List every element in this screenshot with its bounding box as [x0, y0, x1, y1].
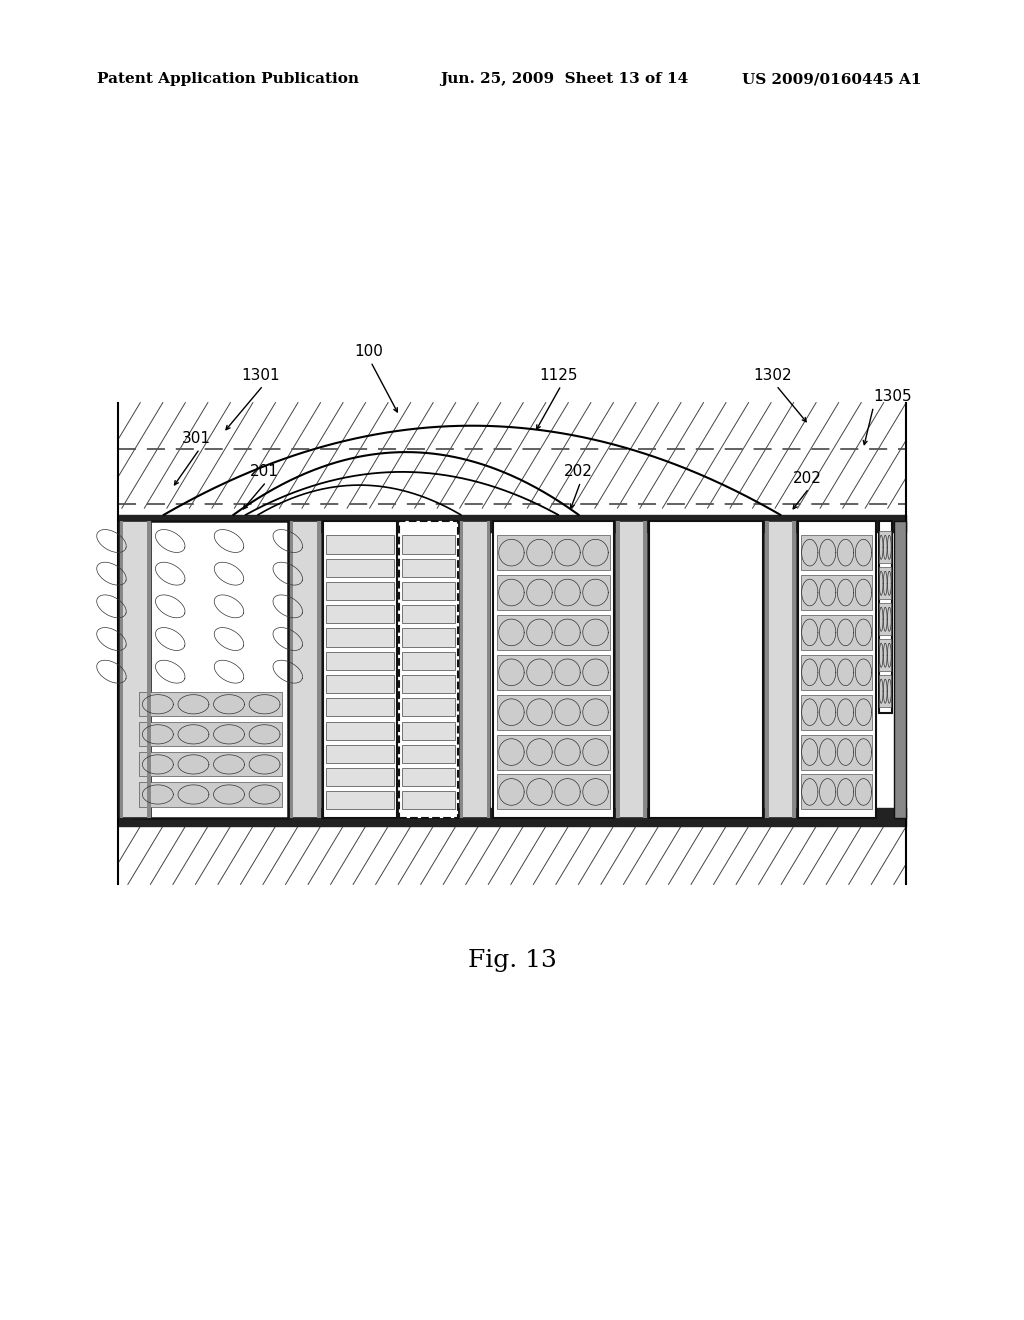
Bar — [798, 521, 876, 818]
Bar — [326, 768, 394, 787]
Bar — [498, 535, 609, 570]
Bar — [498, 576, 609, 610]
Text: 301: 301 — [182, 432, 211, 446]
Bar — [460, 521, 464, 818]
Bar — [326, 744, 394, 763]
Text: Fig. 13: Fig. 13 — [468, 949, 556, 973]
Text: Jun. 25, 2009  Sheet 13 of 14: Jun. 25, 2009 Sheet 13 of 14 — [440, 73, 688, 86]
Text: 201: 201 — [250, 465, 279, 479]
Bar — [326, 606, 394, 623]
Bar — [894, 521, 906, 818]
Bar — [401, 744, 456, 763]
Bar — [801, 694, 872, 730]
Text: 1301: 1301 — [242, 368, 281, 383]
Bar — [139, 722, 282, 746]
Bar — [326, 722, 394, 739]
Bar — [616, 521, 621, 818]
Bar — [880, 676, 891, 708]
Bar — [498, 734, 609, 770]
Bar — [498, 694, 609, 730]
Bar — [401, 652, 456, 671]
Bar — [316, 521, 321, 818]
Bar — [801, 535, 872, 570]
Bar — [649, 521, 763, 818]
Text: 1305: 1305 — [873, 389, 912, 404]
Bar — [401, 675, 456, 693]
Bar — [401, 768, 456, 787]
Bar — [616, 521, 647, 818]
Bar — [401, 792, 456, 809]
Text: Patent Application Publication: Patent Application Publication — [97, 73, 359, 86]
Bar — [326, 628, 394, 647]
Bar — [498, 775, 609, 809]
Bar — [493, 521, 614, 818]
Bar — [326, 652, 394, 671]
Bar — [326, 698, 394, 717]
Text: 202: 202 — [564, 465, 593, 479]
Bar — [643, 521, 647, 818]
Text: 1125: 1125 — [539, 368, 578, 383]
Bar — [801, 775, 872, 809]
Text: 100: 100 — [354, 345, 383, 359]
Bar — [880, 639, 891, 671]
Bar — [486, 521, 490, 818]
Text: 202: 202 — [793, 471, 821, 486]
Bar — [401, 582, 456, 601]
Bar — [460, 521, 490, 818]
Bar — [880, 532, 891, 564]
Bar — [120, 521, 151, 818]
Bar — [326, 792, 394, 809]
Bar — [326, 558, 394, 577]
Bar — [765, 521, 796, 818]
Bar — [139, 752, 282, 776]
Bar — [118, 521, 130, 818]
Bar — [401, 606, 456, 623]
Text: 1302: 1302 — [754, 368, 793, 383]
Bar — [120, 521, 124, 818]
Bar — [792, 521, 796, 818]
Bar — [498, 615, 609, 649]
Bar — [401, 722, 456, 739]
Bar — [146, 521, 151, 818]
Bar — [326, 536, 394, 553]
Bar — [801, 655, 872, 690]
Bar — [880, 568, 891, 599]
Bar — [139, 783, 282, 807]
Bar — [498, 655, 609, 690]
Bar — [326, 675, 394, 693]
Bar — [133, 521, 288, 818]
Bar — [880, 603, 891, 635]
Bar — [879, 521, 892, 713]
Bar — [401, 628, 456, 647]
Bar — [139, 692, 282, 717]
Bar — [401, 536, 456, 553]
Bar — [765, 521, 769, 818]
Bar — [801, 576, 872, 610]
Bar — [323, 521, 397, 818]
Bar — [801, 734, 872, 770]
Bar — [290, 521, 321, 818]
Bar — [401, 558, 456, 577]
Bar — [801, 615, 872, 649]
Text: US 2009/0160445 A1: US 2009/0160445 A1 — [742, 73, 922, 86]
Bar — [290, 521, 294, 818]
Bar — [399, 521, 458, 818]
Bar — [326, 582, 394, 601]
Bar — [401, 698, 456, 717]
